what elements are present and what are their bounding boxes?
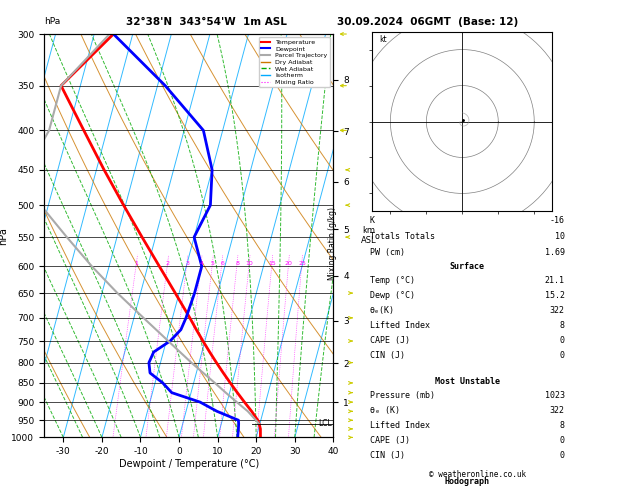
- Text: 322: 322: [550, 406, 565, 415]
- Text: 8: 8: [235, 260, 239, 266]
- Text: 322: 322: [550, 306, 565, 315]
- Text: 25: 25: [298, 260, 306, 266]
- Text: 1: 1: [135, 260, 138, 266]
- Text: -16: -16: [550, 216, 565, 226]
- Text: hPa: hPa: [44, 17, 60, 26]
- Text: CAPE (J): CAPE (J): [370, 336, 410, 345]
- Text: Lifted Index: Lifted Index: [370, 421, 430, 430]
- Text: Pressure (mb): Pressure (mb): [370, 391, 435, 400]
- Text: CIN (J): CIN (J): [370, 351, 405, 360]
- Text: © weatheronline.co.uk: © weatheronline.co.uk: [430, 469, 526, 479]
- Text: PW (cm): PW (cm): [370, 248, 405, 258]
- Text: Most Unstable: Most Unstable: [435, 377, 500, 386]
- Text: 10: 10: [555, 232, 565, 242]
- Text: 15.2: 15.2: [545, 291, 565, 300]
- Text: CAPE (J): CAPE (J): [370, 436, 410, 445]
- Legend: Temperature, Dewpoint, Parcel Trajectory, Dry Adiabat, Wet Adiabat, Isotherm, Mi: Temperature, Dewpoint, Parcel Trajectory…: [259, 37, 330, 87]
- Text: 1023: 1023: [545, 391, 565, 400]
- Text: Dewp (°C): Dewp (°C): [370, 291, 415, 300]
- Text: 5: 5: [211, 260, 214, 266]
- Text: 0: 0: [560, 351, 565, 360]
- Text: Hodograph: Hodograph: [445, 477, 490, 486]
- Text: 21.1: 21.1: [545, 276, 565, 285]
- Text: CIN (J): CIN (J): [370, 451, 405, 460]
- Text: 1.69: 1.69: [545, 248, 565, 258]
- Text: 2: 2: [166, 260, 170, 266]
- Text: θₑ (K): θₑ (K): [370, 406, 400, 415]
- X-axis label: Dewpoint / Temperature (°C): Dewpoint / Temperature (°C): [119, 459, 259, 469]
- Text: kt: kt: [379, 35, 387, 44]
- Text: 3: 3: [185, 260, 189, 266]
- Text: K: K: [370, 216, 375, 226]
- Text: 10: 10: [245, 260, 253, 266]
- Text: Surface: Surface: [450, 262, 485, 271]
- Text: 32°38'N  343°54'W  1m ASL: 32°38'N 343°54'W 1m ASL: [126, 17, 287, 27]
- Text: θₑ(K): θₑ(K): [370, 306, 395, 315]
- Text: 4: 4: [199, 260, 203, 266]
- Text: Totals Totals: Totals Totals: [370, 232, 435, 242]
- Text: Mixing Ratio (g/kg): Mixing Ratio (g/kg): [328, 207, 337, 279]
- Text: 30.09.2024  06GMT  (Base: 12): 30.09.2024 06GMT (Base: 12): [337, 17, 518, 27]
- Text: 0: 0: [560, 436, 565, 445]
- Text: 8: 8: [560, 321, 565, 330]
- Text: 6: 6: [220, 260, 224, 266]
- Text: 0: 0: [560, 336, 565, 345]
- Text: 8: 8: [560, 421, 565, 430]
- Text: 15: 15: [269, 260, 276, 266]
- Y-axis label: hPa: hPa: [0, 227, 9, 244]
- Text: Lifted Index: Lifted Index: [370, 321, 430, 330]
- Text: 20: 20: [285, 260, 292, 266]
- Text: Temp (°C): Temp (°C): [370, 276, 415, 285]
- Y-axis label: km
ASL: km ASL: [360, 226, 376, 245]
- Text: 0: 0: [560, 451, 565, 460]
- Text: LCL: LCL: [318, 419, 332, 428]
